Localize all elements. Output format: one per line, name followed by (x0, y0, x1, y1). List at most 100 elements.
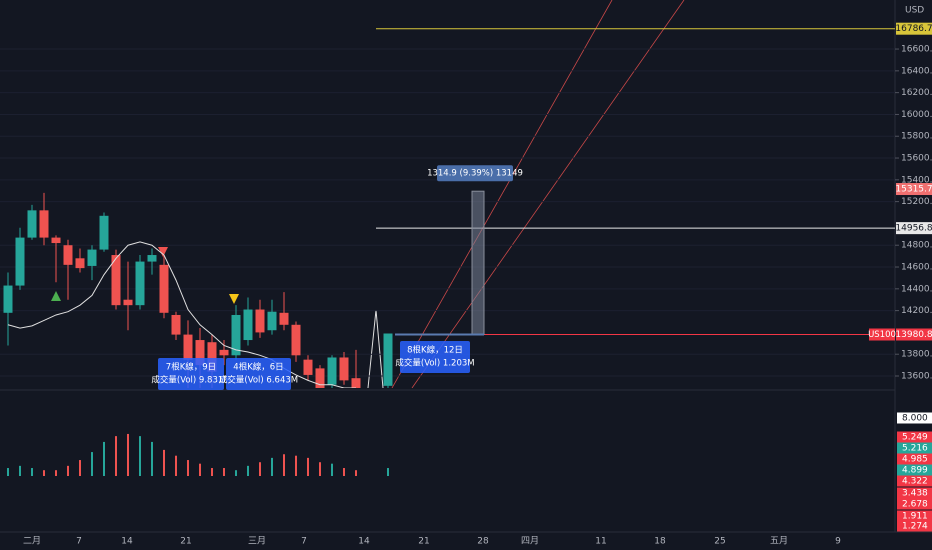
candle-body (135, 261, 145, 306)
candle-body (51, 237, 61, 244)
x-tick-label: 11 (595, 537, 606, 547)
x-tick-label: 三月 (248, 536, 266, 547)
x-tick-label: 28 (477, 537, 489, 547)
candle-body (243, 309, 253, 341)
volume-bar (103, 441, 105, 476)
range-note-text: 7根K線，9日 (166, 362, 216, 373)
volume-bar (127, 433, 129, 476)
y-tick-label: 15400.0 (901, 175, 932, 185)
candle-body (63, 245, 73, 265)
ma-spike (367, 309, 384, 388)
indicator-label: 1.274 (902, 522, 928, 532)
x-tick-label: 四月 (521, 536, 539, 547)
y-tick-label: 14400.0 (901, 284, 932, 294)
currency-label: USD (905, 6, 924, 16)
volume-bar (307, 457, 309, 476)
candle-body (39, 210, 49, 238)
y-tick-label: 15200.0 (901, 197, 932, 207)
x-tick-label: 7 (76, 537, 82, 547)
volume-bar (283, 454, 285, 476)
trend-line (391, 0, 613, 388)
y-tick-label: 14600.0 (901, 263, 932, 273)
indicator-label: 1.911 (902, 512, 928, 522)
candle-body (339, 357, 349, 381)
y-tick-label: 15600.0 (901, 154, 932, 164)
x-tick-label: 14 (121, 537, 133, 547)
volume-bar (331, 463, 333, 476)
indicator-label-bg (897, 431, 932, 443)
symbol-label-bg (869, 328, 895, 341)
volume-bar (79, 460, 81, 476)
volume-bar (163, 449, 165, 476)
price-label-bg (896, 22, 932, 35)
price-label-bg (896, 183, 932, 196)
x-tick-label: 7 (301, 537, 307, 547)
y-tick-label: 16400.0 (901, 66, 932, 76)
measure-label-bg (437, 165, 513, 182)
candle-body (255, 309, 265, 333)
candle-body (291, 324, 301, 356)
x-tick-label: 21 (418, 537, 429, 547)
candle-body (171, 314, 181, 335)
indicator-label: 5.249 (902, 433, 928, 443)
volume-bar (211, 468, 213, 476)
volume-bar (247, 465, 249, 476)
indicator-label-bg (897, 464, 932, 476)
candle-body (123, 299, 133, 306)
trend-line (411, 0, 685, 388)
volume-bar (19, 465, 21, 476)
range-note-text: 成交量(Vol) 1.203M (395, 358, 474, 369)
price-label: 15315.7 (895, 185, 932, 195)
volume-bar (387, 468, 389, 476)
x-tick-label: 25 (714, 537, 725, 547)
indicator-label-bg (897, 520, 932, 532)
volume-bar (223, 468, 225, 476)
volume-bar (31, 468, 33, 476)
volume-bar (259, 462, 261, 476)
measure-range (471, 190, 485, 336)
volume-bar (115, 436, 117, 476)
volume-bar (187, 460, 189, 476)
volume-bar (295, 455, 297, 476)
candle-body (147, 255, 157, 262)
candle-body (351, 378, 361, 388)
volume-bar (139, 436, 141, 476)
price-label: 13980.8 (895, 330, 932, 340)
candle-body (27, 210, 37, 238)
indicator-label-bg (897, 498, 932, 510)
volume-bar (343, 468, 345, 476)
price-label-bg (896, 222, 932, 235)
candle-body (75, 258, 85, 269)
volume-bar (55, 470, 57, 476)
volume-bar (235, 470, 237, 476)
indicator-label: 5.216 (902, 444, 928, 454)
range-note-text: 成交量(Vol) 6.643M (219, 375, 298, 386)
y-tick-label: 16200.0 (901, 88, 932, 98)
y-tick-label: 13600.0 (901, 372, 932, 382)
y-tick-label: 16000.0 (901, 110, 932, 120)
candle-body (207, 342, 217, 372)
candle-body (231, 314, 241, 356)
candle-body (267, 311, 277, 331)
price-label-bg (896, 328, 932, 341)
volume-bar (7, 468, 9, 476)
x-tick-label: 五月 (770, 536, 788, 547)
range-note-text: 8根K線，12日 (407, 345, 463, 356)
moving-average (7, 241, 356, 388)
volume-bar (319, 462, 321, 476)
x-tick-label: 18 (654, 537, 666, 547)
symbol-label: US100 (868, 330, 896, 340)
y-tick-label: 14800.0 (901, 241, 932, 251)
x-tick-label: 14 (358, 537, 370, 547)
candle-body (219, 349, 229, 356)
candle-body (15, 237, 25, 286)
indicator-label: 2.678 (902, 500, 928, 510)
candle-body (87, 249, 97, 266)
indicator-label: 8.000 (902, 414, 928, 424)
indicator-label: 4.322 (902, 477, 928, 487)
candle-body (279, 312, 289, 325)
candle-body (99, 215, 109, 250)
volume-bar (271, 457, 273, 476)
